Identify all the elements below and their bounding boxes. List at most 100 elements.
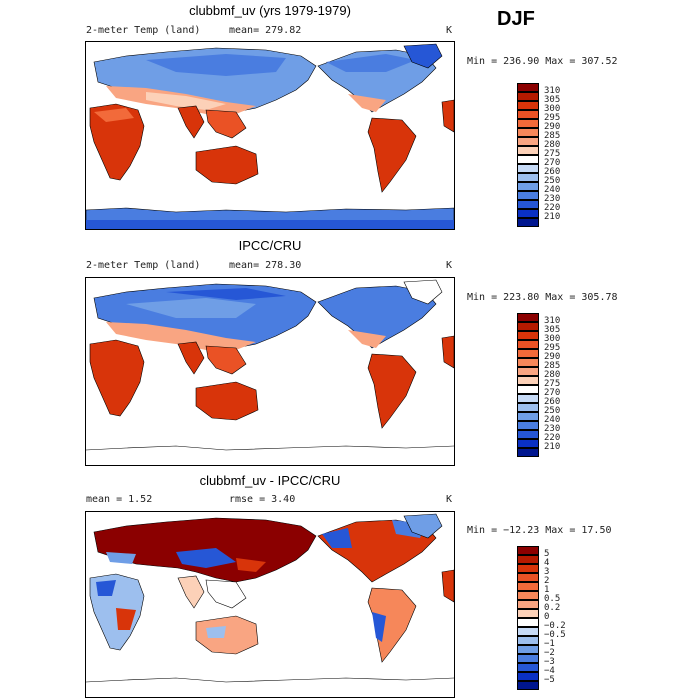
colorbar-swatch [517, 681, 539, 690]
colorbar-swatch [517, 582, 539, 591]
colorbar-swatch [517, 200, 539, 209]
colorbar-swatch [517, 101, 539, 110]
colorbar-swatch [517, 412, 539, 421]
colorbar-level-label: 290 [544, 122, 561, 132]
colorbar-swatch [517, 600, 539, 609]
colorbar-swatch [517, 83, 539, 92]
colorbar-swatch [517, 182, 539, 191]
panel-1-minmax: Min = 236.90 Max = 307.52 [467, 56, 618, 67]
colorbar-level-label: 1 [544, 585, 550, 595]
panel-3-title: clubbmf_uv - IPCC/CRU [199, 473, 341, 488]
panel-3-minmax: Min = −12.23 Max = 17.50 [467, 525, 612, 536]
panel-3-rmse-label: rmse = 3.40 [229, 494, 296, 505]
colorbar-swatch [517, 645, 539, 654]
colorbar-swatch [517, 376, 539, 385]
colorbar-swatch [517, 119, 539, 128]
panel-1-map-graphic [86, 43, 454, 229]
colorbar-level-label: 295 [544, 343, 561, 353]
colorbar-swatch [517, 313, 539, 322]
panel-2-left-label: 2-meter Temp (land) [86, 260, 201, 271]
colorbar-swatch [517, 164, 539, 173]
panel-2-map-graphic [86, 279, 454, 451]
colorbar-swatch [517, 146, 539, 155]
colorbar-swatch [517, 367, 539, 376]
panel-3-map [85, 511, 455, 698]
colorbar-level-label: 250 [544, 406, 561, 416]
colorbar-level-label: 5 [544, 549, 550, 559]
panel-2-mean-label: mean= 278.30 [229, 260, 302, 271]
colorbar-level-label: 310 [544, 86, 561, 96]
panel-1-units: K [446, 25, 453, 36]
colorbar-level-label: 275 [544, 379, 561, 389]
colorbar-level-label: 4 [544, 558, 550, 568]
colorbar-swatch [517, 340, 539, 349]
colorbar-level-label: −5 [544, 675, 555, 685]
panel-1-left-label: 2-meter Temp (land) [86, 25, 201, 36]
panel-3-mean-label: mean = 1.52 [86, 494, 153, 505]
colorbar-level-label: 310 [544, 316, 561, 326]
panel-1-map [85, 41, 455, 230]
panel-2-title: IPCC/CRU [238, 238, 302, 253]
colorbar-swatch [517, 672, 539, 681]
colorbar-level-label: −0.2 [544, 621, 566, 631]
colorbar-level-label: 230 [544, 194, 561, 204]
colorbar-swatch [517, 403, 539, 412]
colorbar-swatch [517, 663, 539, 672]
colorbar-level-label: 305 [544, 325, 561, 335]
colorbar-swatch [517, 358, 539, 367]
colorbar-level-label: −3 [544, 657, 555, 667]
colorbar-level-label: 3 [544, 567, 550, 577]
colorbar-level-label: 2 [544, 576, 550, 586]
colorbar-level-label: 285 [544, 131, 561, 141]
colorbar-level-label: 250 [544, 176, 561, 186]
colorbar-swatch [517, 636, 539, 645]
colorbar-level-label: 0.5 [544, 594, 561, 604]
colorbar-swatch [517, 209, 539, 218]
panel-1-title: clubbmf_uv (yrs 1979-1979) [189, 3, 351, 18]
colorbar-level-label: 280 [544, 140, 561, 150]
colorbar-level-label: 260 [544, 167, 561, 177]
colorbar-level-label: 230 [544, 424, 561, 434]
colorbar-swatch [517, 385, 539, 394]
colorbar-level-label: 0 [544, 612, 550, 622]
colorbar-swatch [517, 155, 539, 164]
colorbar-level-label: 270 [544, 158, 561, 168]
colorbar-swatch [517, 439, 539, 448]
colorbar-level-label: 220 [544, 203, 561, 213]
colorbar-swatch [517, 609, 539, 618]
colorbar-swatch [517, 573, 539, 582]
colorbar-swatch [517, 430, 539, 439]
colorbar-swatch [517, 128, 539, 137]
colorbar-level-label: −1 [544, 639, 555, 649]
colorbar-swatch [517, 448, 539, 457]
colorbar-swatch [517, 618, 539, 627]
colorbar-swatch [517, 218, 539, 227]
colorbar-swatch [517, 591, 539, 600]
colorbar-level-label: 260 [544, 397, 561, 407]
colorbar-swatch [517, 110, 539, 119]
colorbar-level-label: 285 [544, 361, 561, 371]
colorbar-swatch [517, 627, 539, 636]
panel-3-units: K [446, 494, 453, 505]
colorbar-level-label: 290 [544, 352, 561, 362]
colorbar-swatch [517, 421, 539, 430]
colorbar-swatch [517, 173, 539, 182]
panel-2-colorbar: 310 305 300 295 290 285 280 275 270 260 250 240 230 2… [517, 313, 597, 457]
colorbar-level-label: 210 [544, 212, 561, 222]
colorbar-level-label: 270 [544, 388, 561, 398]
panel-2-map [85, 277, 455, 466]
colorbar-swatch [517, 331, 539, 340]
colorbar-level-label: −2 [544, 648, 555, 658]
colorbar-level-label: 280 [544, 370, 561, 380]
panel-1-mean-label: mean= 279.82 [229, 25, 302, 36]
panel-1-colorbar: 310 305 300 295 290 285 280 275 270 260 250 240 230 2… [517, 83, 597, 227]
panel-2-units: K [446, 260, 453, 271]
colorbar-swatch [517, 564, 539, 573]
colorbar-swatch [517, 191, 539, 200]
colorbar-swatch [517, 555, 539, 564]
season-label: DJF [497, 8, 535, 30]
colorbar-swatch [517, 394, 539, 403]
colorbar-level-label: 300 [544, 334, 561, 344]
colorbar-level-label: 295 [544, 113, 561, 123]
colorbar-level-label: 210 [544, 442, 561, 452]
